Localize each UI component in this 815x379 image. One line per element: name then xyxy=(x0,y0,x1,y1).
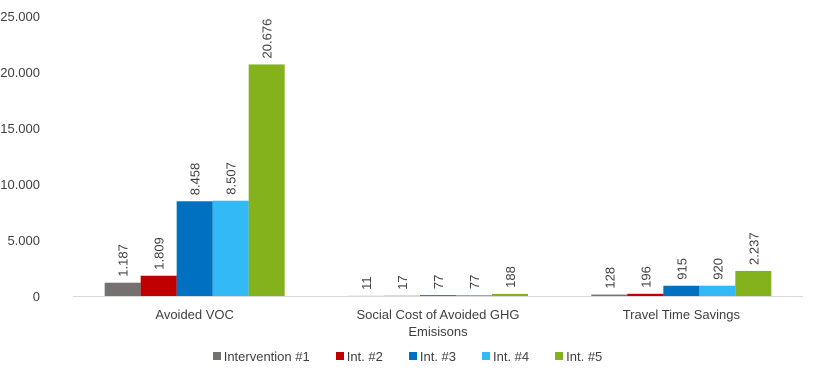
legend: Intervention #1 Int. #2 Int. #3 Int. #4 … xyxy=(0,346,815,366)
bar xyxy=(591,295,627,296)
data-label: 128 xyxy=(602,267,617,289)
data-label: 17 xyxy=(395,275,410,289)
bar xyxy=(177,201,213,296)
legend-item-intervention-1: Intervention #1 xyxy=(213,349,310,364)
bar xyxy=(735,271,771,296)
data-label: 20.676 xyxy=(260,19,275,59)
data-label: 2.237 xyxy=(746,232,761,265)
data-label: 915 xyxy=(674,258,689,280)
data-label: 8.507 xyxy=(224,162,239,195)
data-label: 196 xyxy=(638,266,653,288)
data-label: 1.809 xyxy=(152,237,167,270)
legend-swatch xyxy=(482,352,490,360)
y-tick-label: 15.000 xyxy=(0,121,40,136)
bar xyxy=(249,64,285,296)
legend-swatch xyxy=(213,352,221,360)
legend-item-int-3: Int. #3 xyxy=(409,349,456,364)
bar xyxy=(699,286,735,296)
y-tick-label: 10.000 xyxy=(0,177,40,192)
data-label: 8.458 xyxy=(188,163,203,196)
x-category-label: Emisisons xyxy=(408,324,468,339)
bar xyxy=(492,294,528,296)
y-tick-label: 0 xyxy=(33,289,40,304)
legend-item-int-2: Int. #2 xyxy=(336,349,383,364)
data-label: 11 xyxy=(359,276,374,290)
legend-label: Int. #3 xyxy=(420,349,456,364)
legend-item-int-4: Int. #4 xyxy=(482,349,529,364)
data-label: 77 xyxy=(467,275,482,289)
x-category-label: Avoided VOC xyxy=(155,307,234,322)
bar xyxy=(213,201,249,296)
bar xyxy=(420,295,456,296)
bar xyxy=(141,276,177,296)
legend-label: Intervention #1 xyxy=(224,349,310,364)
legend-swatch xyxy=(336,352,344,360)
data-label: 920 xyxy=(710,258,725,280)
legend-swatch xyxy=(409,352,417,360)
legend-label: Int. #2 xyxy=(347,349,383,364)
x-category-label: Travel Time Savings xyxy=(623,307,741,322)
legend-label: Int. #4 xyxy=(493,349,529,364)
legend-item-int-5: Int. #5 xyxy=(555,349,602,364)
data-label: 1.187 xyxy=(116,244,131,277)
y-tick-label: 20.000 xyxy=(0,65,40,80)
bar xyxy=(627,294,663,296)
y-tick-label: 25.000 xyxy=(0,9,40,24)
bar xyxy=(663,286,699,296)
data-label: 77 xyxy=(431,275,446,289)
x-category-label: Social Cost of Avoided GHG xyxy=(356,307,519,322)
legend-label: Int. #5 xyxy=(566,349,602,364)
y-tick-label: 5.000 xyxy=(7,233,40,248)
bar xyxy=(456,295,492,296)
bar xyxy=(105,283,141,296)
data-label: 188 xyxy=(503,266,518,288)
legend-swatch xyxy=(555,352,563,360)
